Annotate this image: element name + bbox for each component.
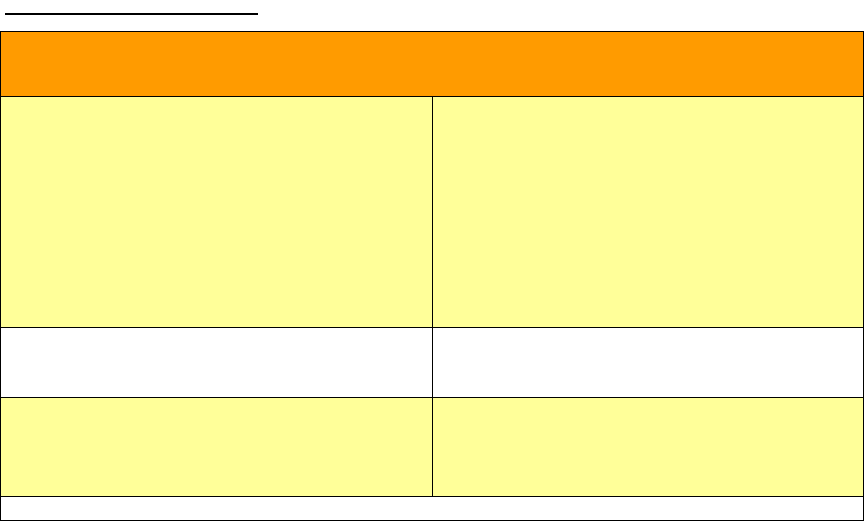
row-cell xyxy=(433,398,863,497)
row-cell xyxy=(1,398,433,497)
row-cell xyxy=(433,328,863,398)
row-cell xyxy=(1,328,433,398)
header-row xyxy=(1,32,863,97)
row-cell xyxy=(433,97,863,328)
row-cell xyxy=(1,97,433,328)
table-frame xyxy=(0,31,864,521)
footer-row xyxy=(1,497,863,520)
title-underline xyxy=(5,13,258,15)
